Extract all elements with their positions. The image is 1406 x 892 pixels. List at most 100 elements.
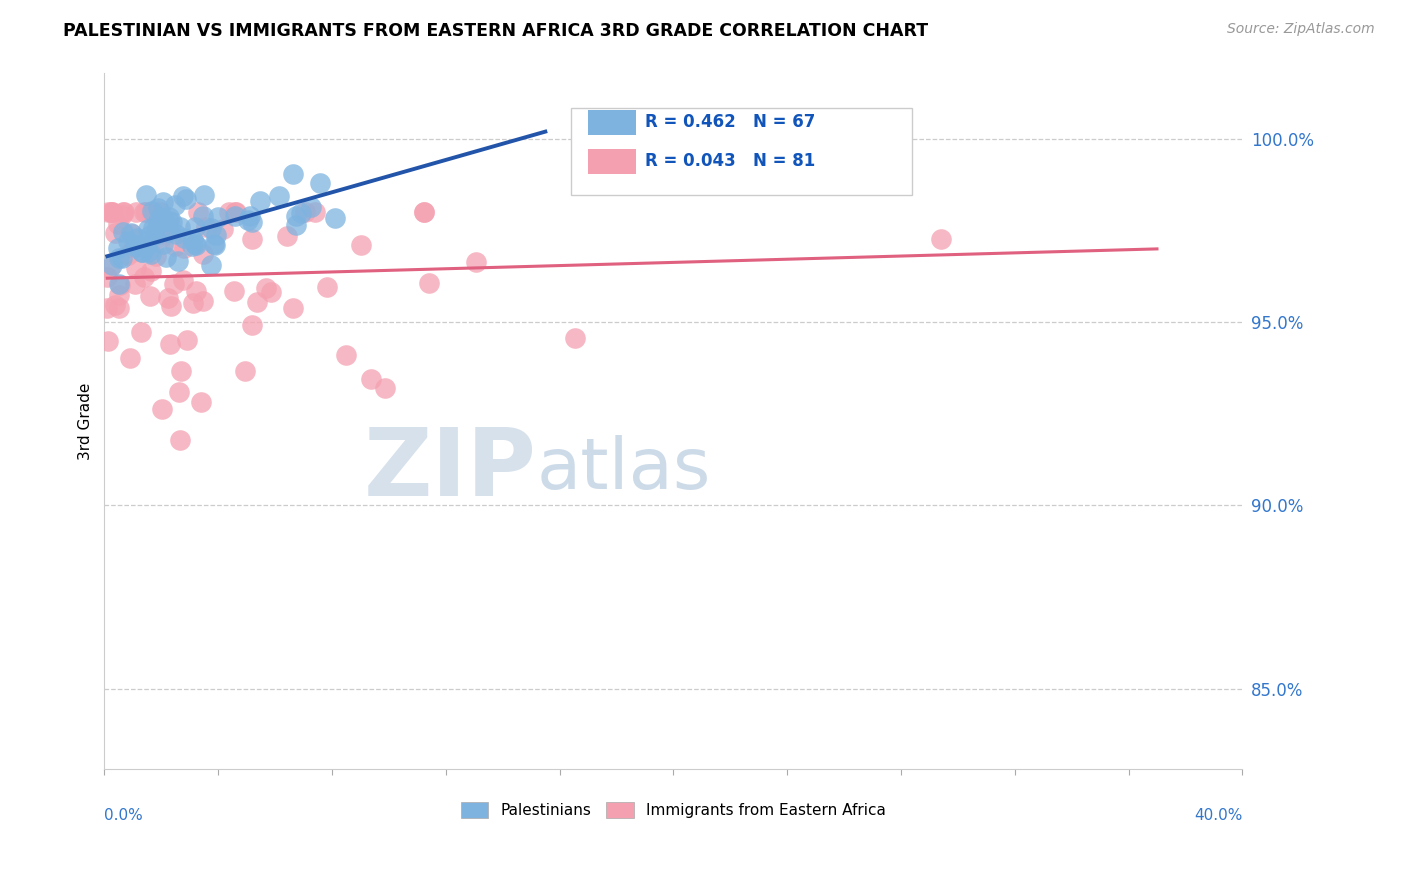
Point — [929, 232, 952, 246]
Point — [169, 219, 191, 234]
Point — [254, 281, 277, 295]
Point — [225, 205, 247, 219]
Point — [162, 215, 184, 229]
Point — [111, 208, 134, 222]
Point — [165, 197, 187, 211]
Point — [139, 205, 162, 219]
Point — [172, 188, 194, 202]
Point — [183, 233, 205, 247]
Point — [125, 205, 148, 219]
Point — [181, 238, 204, 252]
Point — [111, 225, 134, 239]
Point — [125, 240, 148, 254]
Point — [125, 231, 148, 245]
Point — [190, 394, 212, 409]
Point — [166, 254, 188, 268]
Point — [157, 210, 180, 224]
Point — [139, 246, 162, 260]
Point — [187, 205, 209, 219]
Point — [143, 228, 166, 243]
Point — [124, 237, 146, 252]
Point — [96, 270, 118, 285]
Point — [121, 227, 143, 242]
Point — [152, 194, 174, 209]
Point — [150, 229, 173, 244]
Point — [205, 227, 228, 242]
Point — [132, 269, 155, 284]
Point — [240, 318, 263, 333]
Point — [564, 331, 586, 345]
Point — [335, 348, 357, 362]
Point — [207, 210, 229, 224]
Point — [97, 334, 120, 348]
Point — [117, 248, 139, 262]
Point — [176, 333, 198, 347]
Point — [233, 363, 256, 377]
Text: 0.0%: 0.0% — [104, 807, 143, 822]
Point — [139, 264, 162, 278]
Text: R = 0.462   N = 67: R = 0.462 N = 67 — [645, 113, 815, 131]
Point — [163, 277, 186, 292]
Point — [135, 239, 157, 253]
Text: atlas: atlas — [537, 435, 711, 504]
Point — [131, 245, 153, 260]
Point — [315, 279, 337, 293]
Point — [108, 301, 131, 315]
FancyBboxPatch shape — [588, 110, 636, 135]
Point — [124, 277, 146, 291]
Point — [150, 402, 173, 417]
Text: Source: ZipAtlas.com: Source: ZipAtlas.com — [1227, 22, 1375, 37]
Point — [224, 209, 246, 223]
Text: R = 0.043   N = 81: R = 0.043 N = 81 — [645, 153, 815, 170]
Point — [118, 351, 141, 365]
Point — [184, 284, 207, 298]
Point — [107, 217, 129, 231]
Point — [108, 277, 131, 291]
Point — [159, 337, 181, 351]
Point — [200, 258, 222, 272]
FancyBboxPatch shape — [571, 108, 912, 194]
Point — [350, 237, 373, 252]
Point — [134, 205, 156, 219]
Point — [146, 219, 169, 234]
Point — [284, 219, 307, 233]
Text: 40.0%: 40.0% — [1194, 807, 1243, 822]
Point — [413, 205, 436, 219]
Point — [276, 229, 298, 244]
Point — [108, 278, 131, 293]
Point — [127, 239, 149, 253]
Point — [202, 237, 225, 252]
Point — [194, 220, 217, 235]
Point — [112, 205, 135, 219]
Point — [97, 205, 120, 219]
Point — [108, 288, 131, 302]
Point — [285, 209, 308, 223]
Point — [173, 241, 195, 255]
Point — [224, 205, 246, 219]
Point — [149, 205, 172, 219]
Point — [165, 227, 187, 241]
Point — [281, 301, 304, 315]
Point — [120, 226, 142, 240]
Point — [111, 205, 134, 219]
Point — [125, 261, 148, 276]
Point — [301, 200, 323, 214]
Point — [184, 236, 207, 251]
Point — [136, 222, 159, 236]
Point — [107, 241, 129, 255]
Point — [281, 168, 304, 182]
Point — [153, 213, 176, 227]
Point — [155, 251, 177, 265]
Point — [100, 205, 122, 219]
Point — [165, 239, 187, 253]
Point — [129, 326, 152, 340]
Point — [308, 176, 330, 190]
Point — [200, 220, 222, 235]
Point — [145, 249, 167, 263]
Point — [148, 214, 170, 228]
Point — [191, 209, 214, 223]
Point — [122, 241, 145, 255]
Point — [173, 231, 195, 245]
Point — [169, 434, 191, 448]
Point — [374, 381, 396, 395]
